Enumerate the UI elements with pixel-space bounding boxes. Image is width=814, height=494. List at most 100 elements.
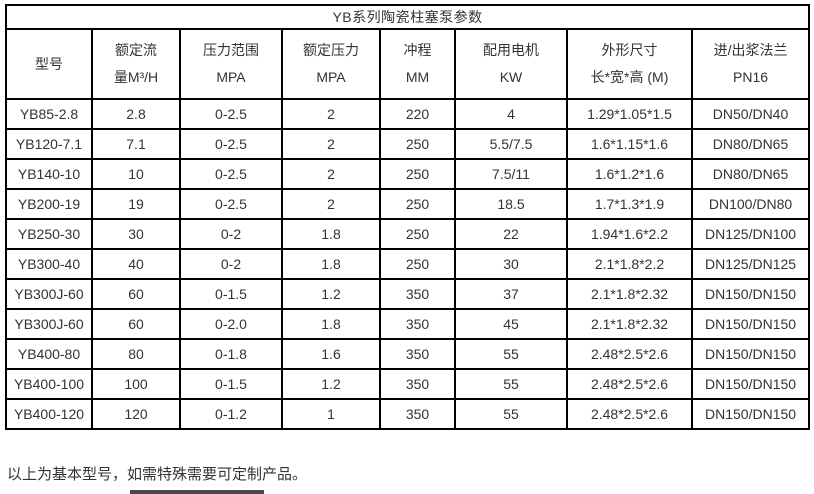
table-cell: DN50/DN40 (690, 98, 811, 130)
table-cell: YB400-80 (5, 338, 93, 370)
table-cell: 2.48*2.5*2.6 (566, 398, 693, 430)
title-row: YB系列陶瓷柱塞泵参数 (4, 4, 811, 30)
table-row: YB140-10 10 0-2.5 2 250 7.5/11 1.6*1.2*1.6 DN80… (5, 158, 811, 190)
table-cell: 45 (454, 308, 568, 340)
column-header: 进/出浆法兰 PN16 (690, 28, 811, 100)
table-row: YB300-40 40 0-2 1.8 250 30 2.1*1.8*2.2 DN125/DN… (5, 248, 811, 280)
cutoff-text-fragment (130, 490, 264, 494)
table-cell: YB300J-60 (5, 308, 93, 340)
table-cell: 2.1*1.8*2.32 (566, 278, 693, 310)
table-cell: 120 (91, 398, 181, 430)
table-cell: 0-1.2 (179, 398, 283, 430)
table-cell: 250 (379, 248, 456, 280)
table-cell: YB250-30 (5, 218, 93, 250)
table-cell: 18.5 (454, 188, 568, 220)
column-header: 额定压力 MPA (281, 28, 381, 100)
column-header: 冲程 MM (379, 28, 456, 100)
table-cell: 2.1*1.8*2.32 (566, 308, 693, 340)
table-cell: 1.6*1.2*1.6 (566, 158, 693, 190)
column-header: 压力范围 MPA (179, 28, 283, 100)
table-cell: 1.2 (281, 278, 381, 310)
table-cell: 0-2 (179, 218, 283, 250)
table-cell: DN150/DN150 (690, 398, 811, 430)
table-cell: 350 (379, 338, 456, 370)
table-cell: YB120-7.1 (5, 128, 93, 160)
table-cell: DN125/DN125 (690, 248, 811, 280)
table-cell: 2.48*2.5*2.6 (566, 338, 693, 370)
table-cell: 220 (379, 98, 456, 130)
table-cell: 2.8 (91, 98, 181, 130)
table-cell: DN125/DN100 (690, 218, 811, 250)
table-row: YB200-19 19 0-2.5 2 250 18.5 1.7*1.3*1.9 DN100/… (5, 188, 811, 220)
table-cell: 80 (91, 338, 181, 370)
table-cell: DN150/DN150 (690, 308, 811, 340)
table-cell: 30 (91, 218, 181, 250)
table-cell: 55 (454, 338, 568, 370)
table-cell: 7.5/11 (454, 158, 568, 190)
table-cell: 0-2 (179, 248, 283, 280)
table-cell: YB85-2.8 (5, 98, 93, 130)
table-cell: 55 (454, 368, 568, 400)
table-cell: DN150/DN150 (690, 278, 811, 310)
table-cell: 0-2.5 (179, 128, 283, 160)
table-cell: DN80/DN65 (690, 158, 811, 190)
table-cell: 1.8 (281, 308, 381, 340)
table-cell: 250 (379, 188, 456, 220)
table-cell: 0-1.5 (179, 278, 283, 310)
table-cell: 100 (91, 368, 181, 400)
table-cell: 5.5/7.5 (454, 128, 568, 160)
table-cell: 1.29*1.05*1.5 (566, 98, 693, 130)
table-cell: 0-2.5 (179, 98, 283, 130)
table-cell: 1.6*1.15*1.6 (566, 128, 693, 160)
table-cell: 2.1*1.8*2.2 (566, 248, 693, 280)
table-row: YB400-100 100 0-1.5 1.2 350 55 2.48*2.5*2.6 DN1… (5, 368, 811, 400)
table-cell: 37 (454, 278, 568, 310)
table-cell: 350 (379, 278, 456, 310)
table-cell: 1 (281, 398, 381, 430)
table-cell: 350 (379, 308, 456, 340)
table-cell: 250 (379, 128, 456, 160)
table-cell: 60 (91, 308, 181, 340)
table-cell: 2 (281, 128, 381, 160)
table-row: YB85-2.8 2.8 0-2.5 2 220 4 1.29*1.05*1.5 DN50/D… (5, 98, 811, 130)
column-header: 额定流 量M³/H (91, 28, 181, 100)
table-row: YB120-7.1 7.1 0-2.5 2 250 5.5/7.5 1.6*1.15*1.6… (5, 128, 811, 160)
table-cell: 40 (91, 248, 181, 280)
table-cell: 1.7*1.3*1.9 (566, 188, 693, 220)
column-header: 配用电机 KW (454, 28, 568, 100)
table-cell: 19 (91, 188, 181, 220)
table-cell: 0-1.8 (179, 338, 283, 370)
table-cell: YB140-10 (5, 158, 93, 190)
table-cell: 1.94*1.6*2.2 (566, 218, 693, 250)
table-cell: 2 (281, 158, 381, 190)
table-cell: 2.48*2.5*2.6 (566, 368, 693, 400)
table-cell: 0-2.0 (179, 308, 283, 340)
table-cell: 10 (91, 158, 181, 190)
table-body: YB85-2.8 2.8 0-2.5 2 220 4 1.29*1.05*1.5 DN50/D… (5, 98, 811, 430)
table-cell: DN150/DN150 (690, 368, 811, 400)
footer-note: 以上为基本型号，如需特殊需要可定制产品。 (7, 466, 308, 483)
header-row: 型号 额定流 量M³/H 压力范围 MPA 额定压力 MPA 冲程 MM 配用电机 KW 外形尺寸 长*… (5, 28, 811, 100)
table-cell: 350 (379, 398, 456, 430)
table-row: YB300J-60 60 0-2.0 1.8 350 45 2.1*1.8*2.32 DN15… (5, 308, 811, 340)
table-cell: 350 (379, 368, 456, 400)
table-cell: YB400-120 (5, 398, 93, 430)
table-cell: 0-2.5 (179, 188, 283, 220)
table-cell: 1.2 (281, 368, 381, 400)
table-cell: 0-2.5 (179, 158, 283, 190)
table-cell: 2 (281, 188, 381, 220)
table-cell: 0-1.5 (179, 368, 283, 400)
table-cell: YB300-40 (5, 248, 93, 280)
table-cell: 1.8 (281, 218, 381, 250)
table-head: YB系列陶瓷柱塞泵参数 型号 额定流 量M³/H 压力范围 MPA 额定压力 MPA 冲程 MM… (4, 4, 811, 100)
table-cell: 1.6 (281, 338, 381, 370)
table-cell: 4 (454, 98, 568, 130)
table-cell: 22 (454, 218, 568, 250)
column-header: 外形尺寸 长*宽*高 (M) (566, 28, 693, 100)
table-cell: YB400-100 (5, 368, 93, 400)
table-cell: 60 (91, 278, 181, 310)
table-cell: 2 (281, 98, 381, 130)
table-cell: DN100/DN80 (690, 188, 811, 220)
table-row: YB400-80 80 0-1.8 1.6 350 55 2.48*2.5*2.6 DN150… (5, 338, 811, 370)
